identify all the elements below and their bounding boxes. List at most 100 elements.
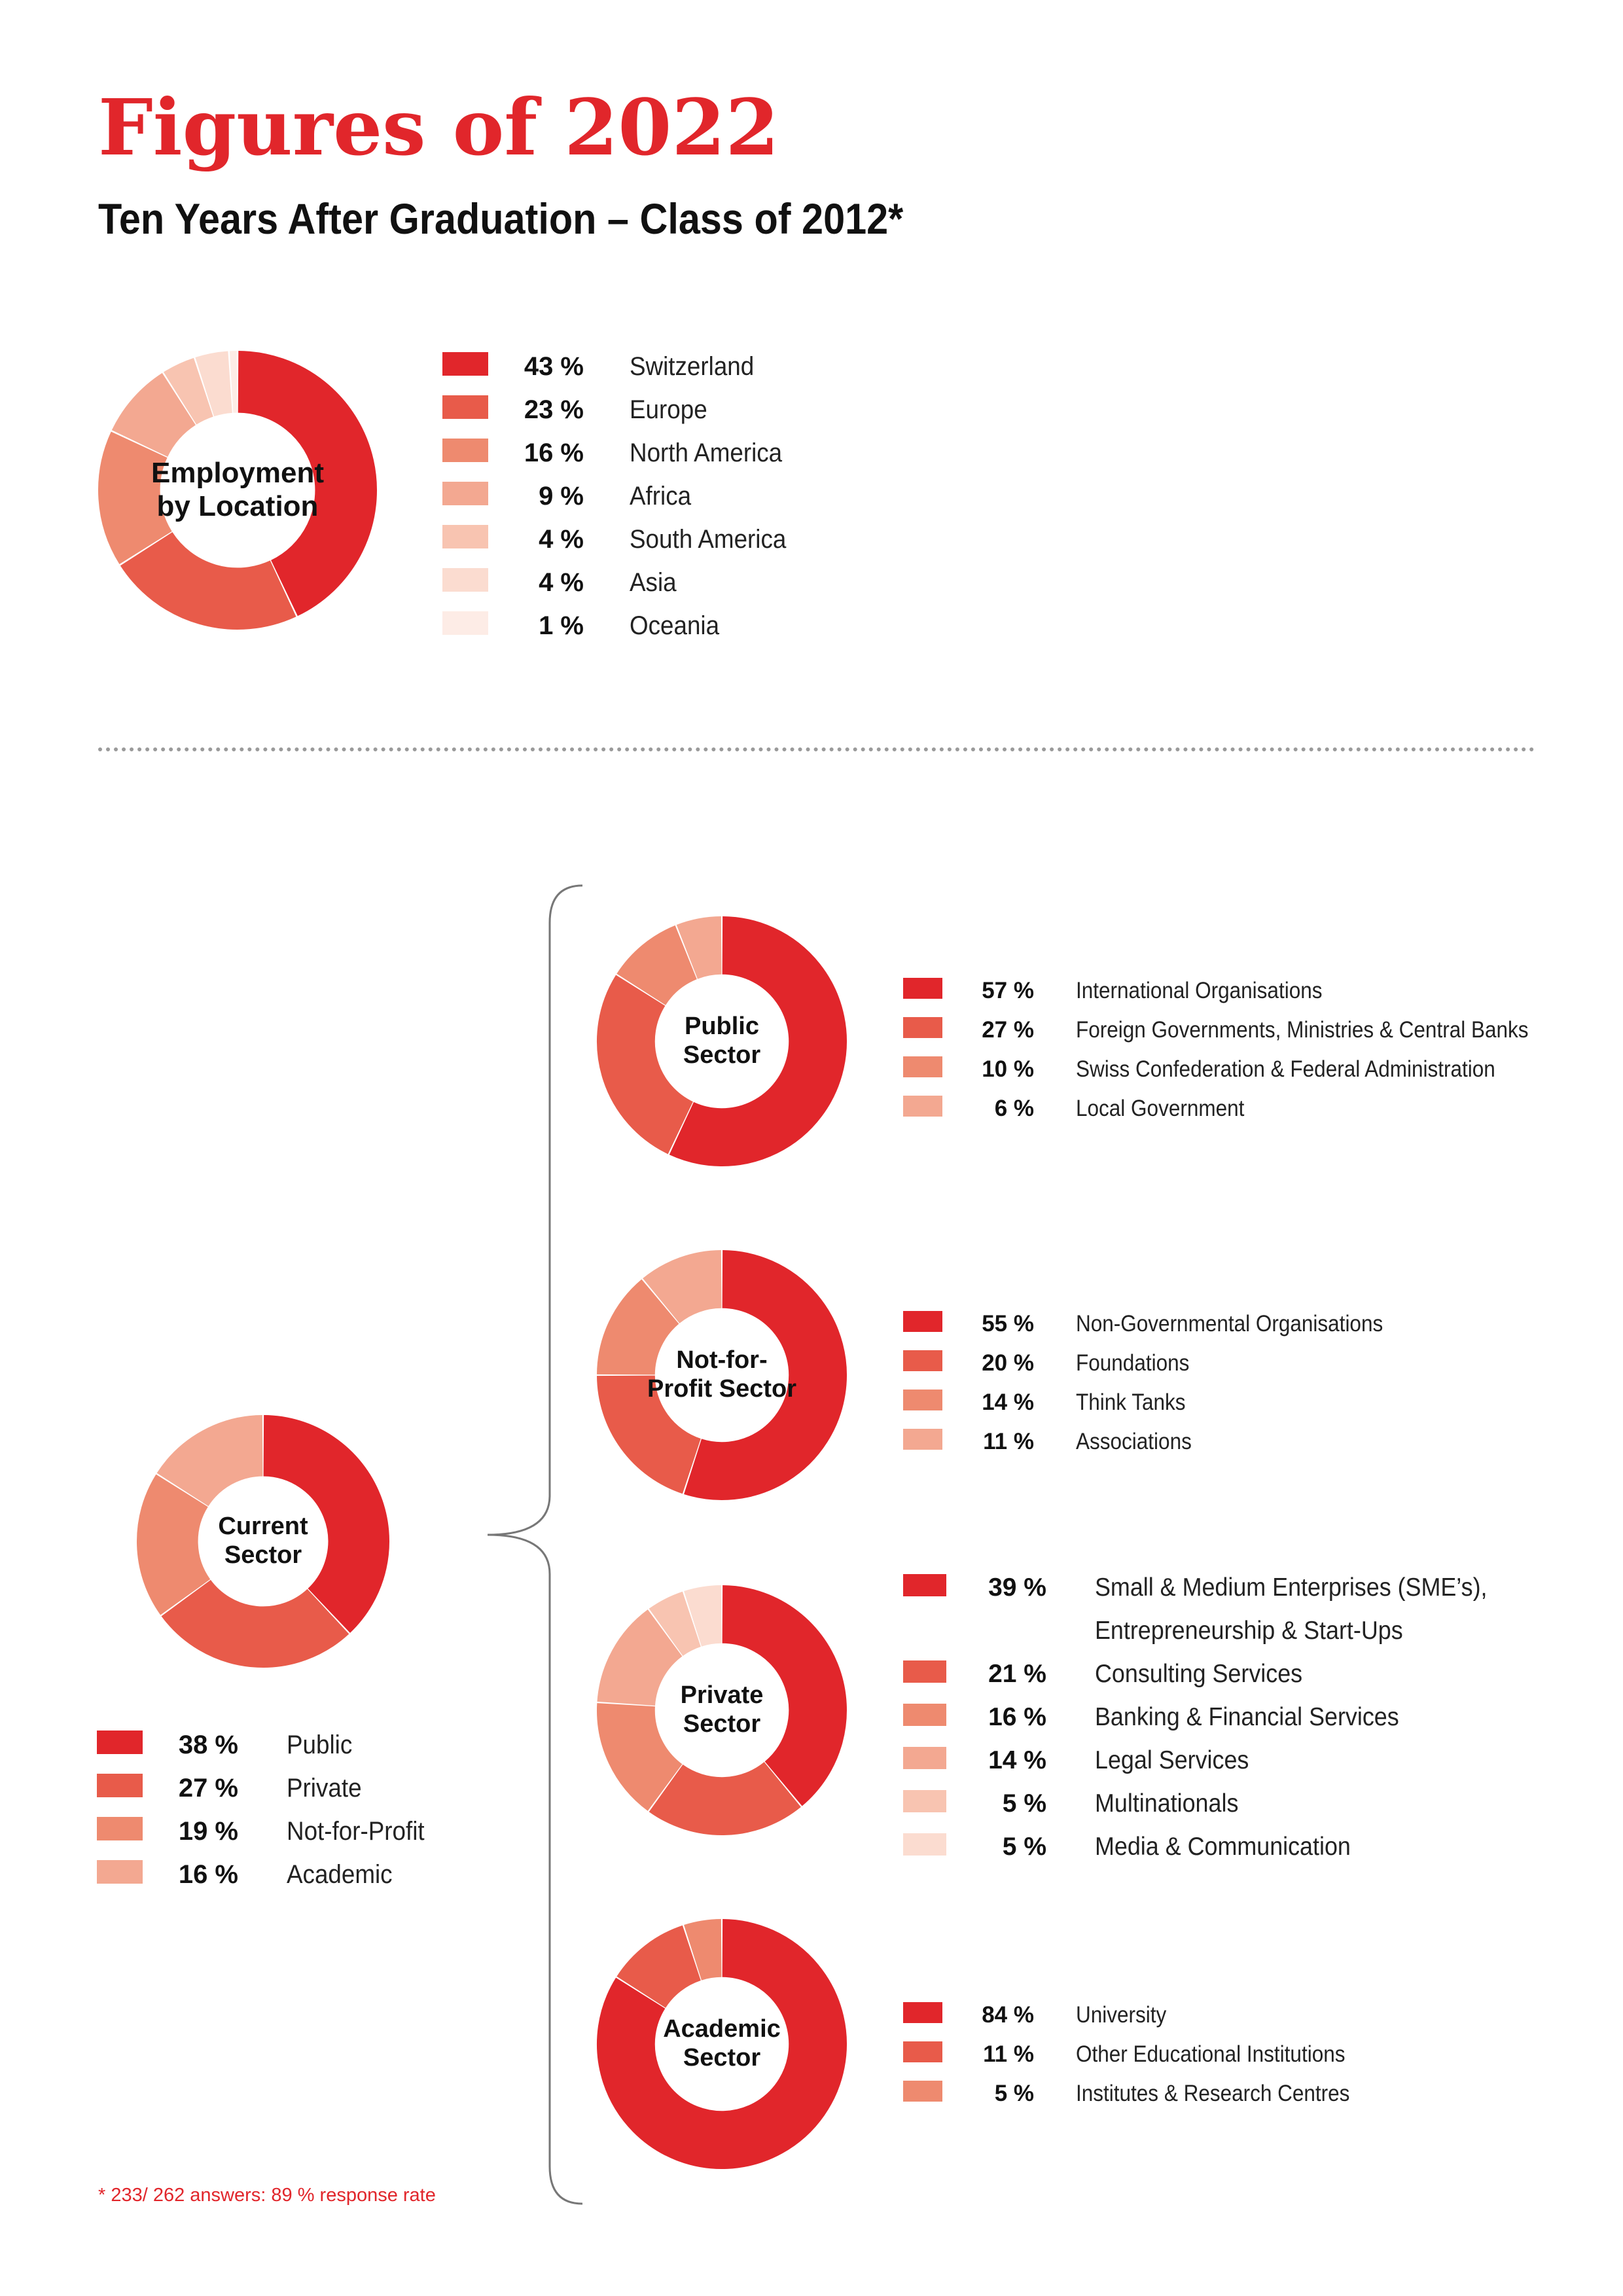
donut-slice-nfp-1 bbox=[597, 1374, 702, 1494]
legend-label: Small & Medium Enterprises (SME’s), Entr… bbox=[1095, 1573, 1488, 1645]
donut-slice-location-1 bbox=[120, 531, 296, 630]
donut-slice-private-1 bbox=[649, 1761, 801, 1835]
legend-item: 10 % Swiss Confederation & Federal Admini… bbox=[903, 1050, 1578, 1089]
legend-label: Africa bbox=[630, 482, 692, 511]
legend-label: Institutes & Research Centres bbox=[1076, 2081, 1350, 2106]
legend-value: 16 % bbox=[524, 439, 584, 467]
legend-item: 38 % Public bbox=[97, 1723, 437, 1767]
donut-title-academic-sector: Academic Sector bbox=[663, 2015, 781, 2072]
donut-svg-location bbox=[98, 351, 377, 630]
legend-swatch bbox=[903, 1096, 942, 1117]
legend-swatch bbox=[903, 1390, 942, 1410]
legend-public-sector: 57 % International Organisations 27 % Forei… bbox=[903, 971, 1578, 1128]
legend-swatch bbox=[442, 352, 488, 376]
legend-swatch bbox=[442, 568, 488, 592]
legend-value: 4 % bbox=[539, 525, 584, 554]
legend-item: 27 % Private bbox=[97, 1767, 437, 1810]
legend-label: Swiss Confederation & Federal Administra… bbox=[1076, 1056, 1495, 1082]
legend-label: Foundations bbox=[1076, 1350, 1190, 1376]
legend-item: 14 % Think Tanks bbox=[903, 1383, 1417, 1422]
legend-label: South America bbox=[630, 525, 787, 554]
legend-label: Not-for-Profit bbox=[287, 1817, 425, 1846]
donut-slice-academic-2 bbox=[684, 1919, 722, 1981]
legend-label: Foreign Governments, Ministries & Centra… bbox=[1076, 1017, 1529, 1043]
legend-swatch bbox=[97, 1817, 143, 1840]
legend-academic-sector: 84 % University 11 % Other Educational Inst… bbox=[903, 1996, 1380, 2113]
legend-value: 84 % bbox=[982, 2002, 1034, 2028]
donut-chart-public-sector: Public Sector bbox=[596, 915, 848, 1168]
legend-swatch bbox=[442, 439, 488, 462]
legend-value: 14 % bbox=[982, 1390, 1034, 1415]
legend-swatch bbox=[903, 1017, 942, 1038]
legend-swatch bbox=[97, 1860, 143, 1884]
legend-value: 10 % bbox=[982, 1056, 1034, 1082]
legend-label: Oceania bbox=[630, 611, 720, 640]
legend-item: 23 % Europe bbox=[442, 388, 800, 431]
legend-value: 5 % bbox=[1002, 1833, 1046, 1861]
legend-not-for-profit-sector: 55 % Non-Governmental Organisations 20 % Fo… bbox=[903, 1304, 1417, 1462]
legend-swatch bbox=[903, 1660, 946, 1683]
legend-swatch bbox=[903, 2041, 942, 2062]
legend-swatch bbox=[903, 1833, 946, 1856]
donut-slice-public-3 bbox=[676, 916, 722, 980]
donut-title-current-sector: Current Sector bbox=[218, 1513, 308, 1569]
legend-item: 14 % Legal Services bbox=[903, 1739, 1522, 1782]
donut-title-not-for-profit-sector: Not-for- Profit Sector bbox=[647, 1346, 797, 1403]
legend-swatch bbox=[903, 1747, 946, 1769]
legend-value: 9 % bbox=[539, 482, 584, 511]
legend-swatch bbox=[903, 1704, 946, 1726]
legend-label: Non-Governmental Organisations bbox=[1076, 1311, 1383, 1336]
donut-svg-academic bbox=[597, 1919, 847, 2169]
donut-slice-private-4 bbox=[649, 1591, 702, 1657]
legend-swatch bbox=[97, 1774, 143, 1797]
donut-slice-location-3 bbox=[111, 372, 197, 458]
legend-item: 1 % Oceania bbox=[442, 604, 800, 647]
donut-slice-academic-0 bbox=[597, 1919, 847, 2169]
legend-value: 57 % bbox=[982, 978, 1034, 1003]
donut-slice-private-3 bbox=[597, 1609, 683, 1707]
legend-value: 38 % bbox=[178, 1731, 238, 1759]
donut-slice-current-0 bbox=[262, 1415, 389, 1633]
donut-chart-location: Employment by Location bbox=[97, 350, 378, 631]
legend-value: 39 % bbox=[988, 1573, 1046, 1602]
legend-value: 11 % bbox=[983, 1429, 1034, 1454]
donut-chart-private-sector: Private Sector bbox=[596, 1584, 848, 1837]
legend-swatch bbox=[442, 395, 488, 419]
legend-value: 11 % bbox=[983, 2041, 1034, 2067]
legend-swatch bbox=[442, 525, 488, 548]
legend-item: 43 % Switzerland bbox=[442, 345, 800, 388]
brace-connector bbox=[487, 884, 583, 2205]
donut-slice-location-2 bbox=[98, 431, 173, 565]
legend-value: 27 % bbox=[982, 1017, 1034, 1043]
legend-item: 11 % Associations bbox=[903, 1422, 1417, 1462]
legend-swatch bbox=[442, 611, 488, 635]
donut-title-private-sector: Private Sector bbox=[680, 1681, 764, 1738]
section-divider bbox=[98, 747, 1535, 751]
page-title: Figures of 2022 bbox=[98, 82, 779, 173]
legend-swatch bbox=[903, 1311, 942, 1332]
legend-item: 11 % Other Educational Institutions bbox=[903, 2035, 1380, 2074]
donut-chart-academic-sector: Academic Sector bbox=[596, 1918, 848, 2170]
donut-slice-private-5 bbox=[684, 1585, 722, 1647]
donut-slice-public-2 bbox=[616, 925, 698, 1006]
donut-svg-public bbox=[597, 916, 847, 1166]
legend-swatch bbox=[903, 1056, 942, 1077]
donut-slice-location-5 bbox=[195, 351, 234, 417]
legend-value: 23 % bbox=[524, 395, 584, 424]
legend-value: 16 % bbox=[988, 1703, 1046, 1731]
legend-label: Think Tanks bbox=[1076, 1390, 1186, 1415]
legend-label: University bbox=[1076, 2002, 1167, 2028]
legend-label: Academic bbox=[287, 1860, 393, 1889]
legend-label: Consulting Services bbox=[1095, 1660, 1303, 1688]
legend-label: Multinationals bbox=[1095, 1789, 1239, 1818]
donut-slice-public-1 bbox=[597, 975, 694, 1155]
legend-item: 27 % Foreign Governments, Ministries & Ce… bbox=[903, 1011, 1578, 1050]
legend-swatch bbox=[97, 1731, 143, 1754]
donut-slice-nfp-2 bbox=[597, 1279, 680, 1376]
legend-item: 5 % Institutes & Research Centres bbox=[903, 2074, 1380, 2113]
donut-slice-academic-1 bbox=[616, 1925, 702, 2009]
legend-label: Other Educational Institutions bbox=[1076, 2041, 1346, 2067]
legend-swatch bbox=[903, 978, 942, 999]
legend-label: Banking & Financial Services bbox=[1095, 1703, 1399, 1731]
donut-svg-nfp bbox=[597, 1250, 847, 1500]
